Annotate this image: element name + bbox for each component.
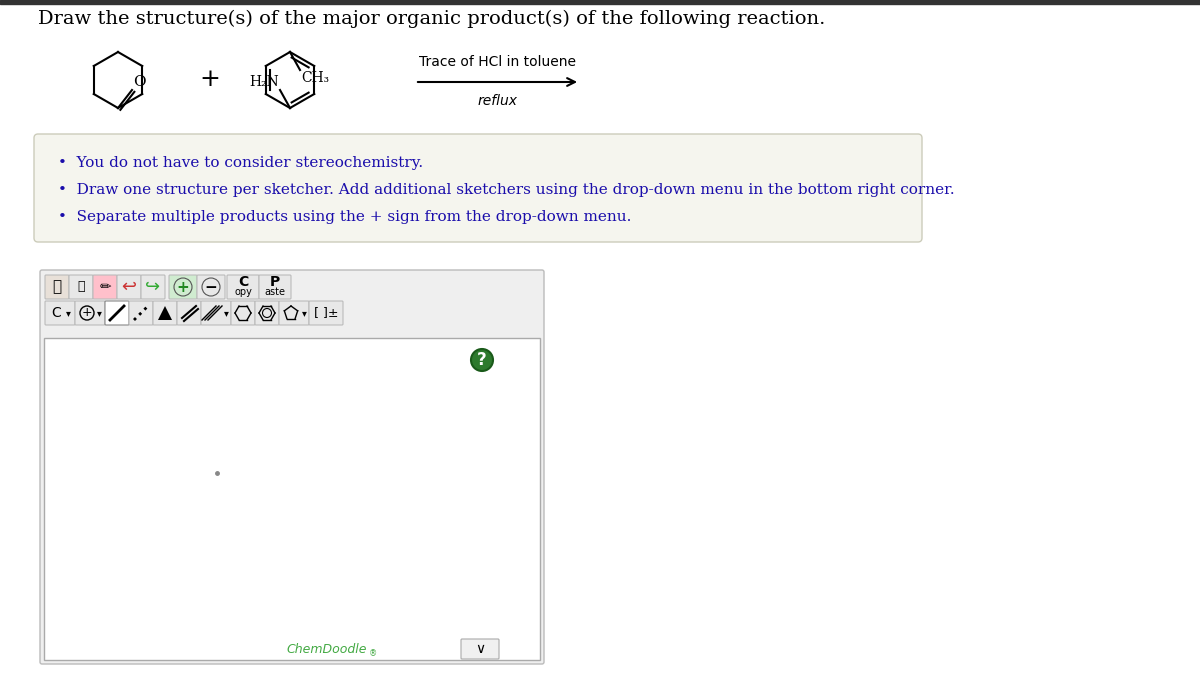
Text: −: −: [205, 279, 217, 294]
Bar: [44, 338, 540, 660]
Text: +: +: [176, 279, 190, 294]
FancyBboxPatch shape: [278, 301, 310, 325]
Text: ▾: ▾: [66, 308, 71, 318]
FancyBboxPatch shape: [227, 275, 259, 299]
FancyBboxPatch shape: [106, 301, 130, 325]
FancyBboxPatch shape: [197, 275, 226, 299]
Text: [ ]±: [ ]±: [313, 307, 338, 320]
Text: CH₃: CH₃: [301, 71, 329, 85]
Text: ✏: ✏: [100, 280, 110, 294]
FancyBboxPatch shape: [46, 301, 74, 325]
Text: •  You do not have to consider stereochemistry.: • You do not have to consider stereochem…: [58, 156, 424, 170]
Text: C: C: [238, 275, 248, 289]
Text: •  Separate multiple products using the + sign from the drop-down menu.: • Separate multiple products using the +…: [58, 210, 631, 224]
FancyBboxPatch shape: [46, 275, 70, 299]
Text: +: +: [199, 69, 221, 92]
Text: •  Draw one structure per sketcher. Add additional sketchers using the drop-down: • Draw one structure per sketcher. Add a…: [58, 183, 955, 197]
FancyBboxPatch shape: [94, 275, 118, 299]
Text: P: P: [270, 275, 280, 289]
Text: aste: aste: [264, 287, 286, 297]
FancyBboxPatch shape: [230, 301, 256, 325]
Text: ✋: ✋: [53, 279, 61, 294]
FancyBboxPatch shape: [74, 301, 106, 325]
FancyBboxPatch shape: [259, 275, 292, 299]
Text: +: +: [82, 307, 92, 320]
Circle shape: [202, 278, 220, 296]
Text: Trace of HCl in toluene: Trace of HCl in toluene: [419, 55, 576, 69]
Text: 🧴: 🧴: [77, 280, 85, 294]
Text: ↪: ↪: [145, 278, 161, 296]
FancyBboxPatch shape: [256, 301, 278, 325]
Bar: [0, 0, 1200, 3]
FancyBboxPatch shape: [178, 301, 202, 325]
Polygon shape: [158, 306, 172, 320]
Circle shape: [174, 278, 192, 296]
Text: ChemDoodle: ChemDoodle: [287, 643, 367, 656]
FancyBboxPatch shape: [461, 639, 499, 659]
FancyBboxPatch shape: [142, 275, 166, 299]
FancyBboxPatch shape: [40, 270, 544, 664]
FancyBboxPatch shape: [202, 301, 230, 325]
FancyBboxPatch shape: [34, 134, 922, 242]
FancyBboxPatch shape: [169, 275, 197, 299]
Text: ▾: ▾: [96, 308, 102, 318]
FancyBboxPatch shape: [130, 301, 154, 325]
Text: ®: ®: [370, 649, 377, 658]
Text: H₂N: H₂N: [250, 75, 278, 89]
FancyBboxPatch shape: [154, 301, 178, 325]
Circle shape: [470, 349, 493, 371]
Text: Draw the structure(s) of the major organic product(s) of the following reaction.: Draw the structure(s) of the major organ…: [38, 10, 826, 28]
FancyBboxPatch shape: [118, 275, 142, 299]
Text: ▾: ▾: [301, 308, 306, 318]
Text: ?: ?: [478, 351, 487, 369]
FancyBboxPatch shape: [310, 301, 343, 325]
Text: opy: opy: [234, 287, 252, 297]
Text: ▾: ▾: [223, 308, 228, 318]
Text: O: O: [133, 75, 145, 89]
FancyBboxPatch shape: [70, 275, 94, 299]
Text: reflux: reflux: [478, 94, 517, 108]
Text: C: C: [52, 306, 61, 320]
Text: ∨: ∨: [475, 642, 485, 656]
Text: ↩: ↩: [121, 278, 137, 296]
